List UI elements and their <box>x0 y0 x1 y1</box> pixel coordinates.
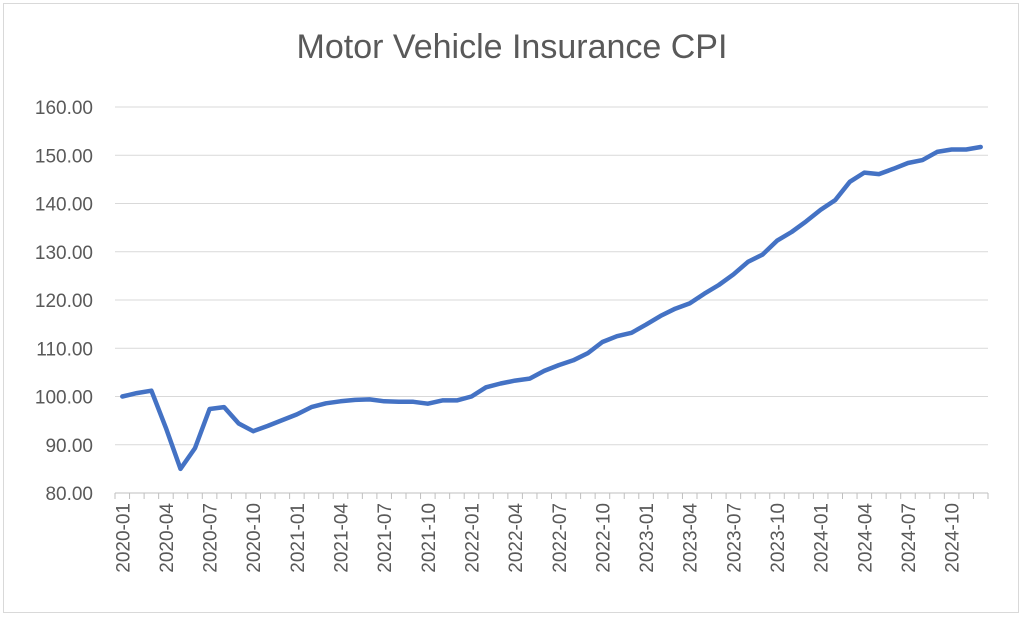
data-point <box>149 389 153 393</box>
series-line <box>120 144 983 472</box>
y-tick-label: 130.00 <box>35 243 93 264</box>
x-tick-label: 2024-10 <box>943 503 964 573</box>
data-point <box>935 150 939 154</box>
x-tick-label: 2023-01 <box>637 503 658 573</box>
y-tick-label: 80.00 <box>45 484 93 505</box>
x-tick-label: 2023-07 <box>724 503 745 573</box>
x-tick-label: 2021-01 <box>288 503 309 573</box>
x-tick-label: 2022-07 <box>550 503 571 573</box>
x-tick-label: 2021-10 <box>419 503 440 573</box>
data-point <box>426 402 430 406</box>
y-tick-label: 90.00 <box>45 436 93 457</box>
data-point <box>120 395 124 399</box>
data-point <box>455 398 459 402</box>
chart-title: Motor Vehicle Insurance CPI <box>296 28 728 66</box>
data-point <box>528 377 532 381</box>
data-point <box>309 405 313 409</box>
x-tick-label: 2023-10 <box>768 503 789 573</box>
x-tick-label: 2024-04 <box>855 503 876 573</box>
data-point <box>673 307 677 311</box>
data-point <box>775 239 779 243</box>
data-point <box>193 446 197 450</box>
data-point <box>499 381 503 385</box>
data-point <box>251 429 255 433</box>
data-point <box>615 334 619 338</box>
data-point <box>339 399 343 403</box>
x-tick-label: 2020-10 <box>244 503 265 573</box>
data-point <box>644 323 648 327</box>
y-tick-label: 160.00 <box>35 98 93 119</box>
data-point <box>964 147 968 151</box>
data-point <box>630 331 634 335</box>
x-tick-label: 2023-04 <box>681 503 702 573</box>
x-tick-label: 2021-07 <box>375 503 396 573</box>
x-tick-label: 2024-07 <box>899 503 920 573</box>
data-point <box>717 283 721 287</box>
data-point <box>688 301 692 305</box>
data-point <box>921 158 925 162</box>
data-point <box>469 395 473 399</box>
x-tick-label: 2020-07 <box>201 503 222 573</box>
data-point <box>440 398 444 402</box>
data-point <box>557 363 561 367</box>
data-point <box>208 407 212 411</box>
x-tick-label: 2022-04 <box>506 503 527 573</box>
data-point <box>266 424 270 428</box>
data-point <box>135 391 139 395</box>
x-tick-label: 2022-01 <box>462 503 483 573</box>
data-point <box>659 314 663 318</box>
data-point <box>600 340 604 344</box>
data-point <box>353 398 357 402</box>
data-point <box>804 219 808 223</box>
data-point <box>411 400 415 404</box>
data-point <box>833 198 837 202</box>
data-point <box>906 161 910 165</box>
data-point <box>760 253 764 257</box>
data-point <box>746 260 750 264</box>
data-point <box>178 467 182 471</box>
chart-frame <box>3 3 1019 613</box>
x-tick-label: 2024-01 <box>812 503 833 573</box>
data-point <box>877 172 881 176</box>
data-point <box>222 405 226 409</box>
data-point <box>237 422 241 426</box>
data-point <box>702 292 706 296</box>
x-tick-label: 2020-04 <box>157 503 178 573</box>
data-point <box>280 418 284 422</box>
data-point <box>862 171 866 175</box>
data-point <box>513 379 517 383</box>
x-tick-label: 2020-01 <box>113 503 134 573</box>
x-tick-label: 2022-10 <box>593 503 614 573</box>
data-point <box>382 399 386 403</box>
data-point <box>484 385 488 389</box>
data-point <box>731 272 735 276</box>
data-point <box>164 426 168 430</box>
data-point <box>397 400 401 404</box>
data-point <box>790 230 794 234</box>
y-tick-label: 140.00 <box>35 195 93 216</box>
y-tick-label: 110.00 <box>36 339 93 360</box>
data-point <box>295 412 299 416</box>
data-point <box>950 147 954 151</box>
y-tick-label: 100.00 <box>35 388 93 409</box>
data-point <box>324 401 328 405</box>
y-tick-label: 120.00 <box>35 291 93 312</box>
y-tick-label: 150.00 <box>35 146 93 167</box>
data-point <box>586 351 590 355</box>
data-point <box>891 167 895 171</box>
data-point <box>819 208 823 212</box>
data-point <box>571 358 575 362</box>
data-point <box>542 369 546 373</box>
data-point <box>368 397 372 401</box>
x-tick-label: 2021-04 <box>332 503 353 573</box>
data-point <box>979 145 983 149</box>
data-point <box>848 180 852 184</box>
